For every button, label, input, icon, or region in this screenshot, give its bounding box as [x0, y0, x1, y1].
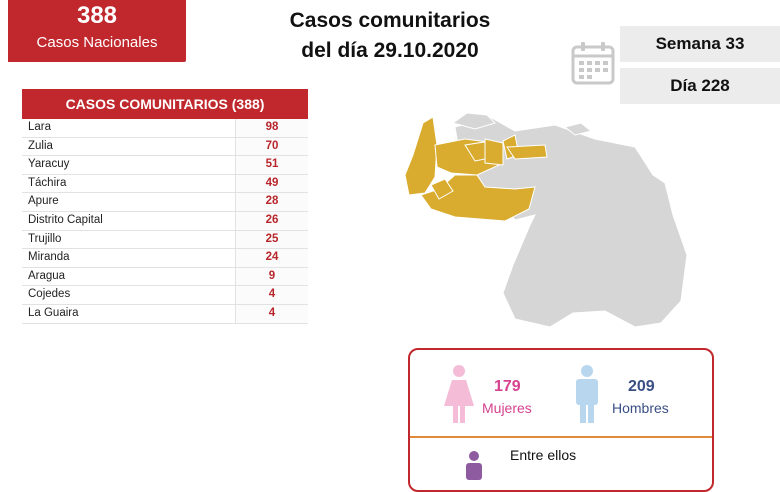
case-count: 28 [235, 193, 308, 211]
case-count: 24 [235, 249, 308, 267]
state-name: Aragua [28, 269, 66, 282]
case-count: 51 [235, 156, 308, 174]
community-cases-table: CASOS COMUNITARIOS (388) Lara 98 Zulia 70 … [22, 89, 308, 324]
week-number: Semana 33 [620, 26, 780, 62]
venezuela-map [404, 112, 688, 328]
female-label: Mujeres [482, 400, 532, 416]
state-name: Miranda [28, 251, 70, 264]
calendar-icon [571, 42, 615, 85]
state-name: Zulia [28, 139, 53, 152]
state-name: La Guaira [28, 306, 79, 319]
page-title: Casos comunitarios del día 29.10.2020 [240, 6, 540, 66]
state-name: Yaracuy [28, 158, 70, 171]
female-count: 179 [494, 378, 521, 395]
state-name: Lara [28, 121, 52, 133]
day-number: Día 228 [620, 68, 780, 104]
table-row: Zulia 70 [22, 137, 308, 157]
case-count: 4 [235, 304, 308, 323]
table-row: Distrito Capital 26 [22, 211, 308, 231]
state-name: Cojedes [28, 288, 71, 301]
panel-divider [410, 436, 712, 438]
gender-breakdown-panel: 179 Mujeres 209 Hombres Entre ellos [408, 348, 714, 492]
national-cases-count: 388 [76, 2, 118, 29]
table-row: Apure 28 [22, 193, 308, 212]
case-count: 25 [235, 230, 308, 249]
map-highlight-region [404, 116, 548, 222]
map-base-region [451, 112, 688, 328]
state-name: Táchira [28, 176, 67, 189]
case-count: 98 [235, 119, 308, 137]
female-icon [444, 365, 474, 423]
table-row: Táchira 49 [22, 174, 308, 194]
state-name: Distrito Capital [28, 213, 103, 226]
table-row: Cojedes 4 [22, 286, 308, 305]
male-icon [576, 365, 598, 423]
national-cases-badge: 388 Casos Nacionales [8, 0, 186, 62]
case-count: 9 [235, 267, 308, 286]
table-row: Yaracuy 51 [22, 156, 308, 175]
table-row: Aragua 9 [22, 267, 308, 287]
case-count: 49 [235, 174, 308, 193]
case-count: 70 [235, 137, 308, 156]
table-row: La Guaira 4 [22, 304, 308, 324]
table-row: Miranda 24 [22, 249, 308, 268]
male-label: Hombres [612, 400, 669, 416]
among-them-label: Entre ellos [510, 447, 577, 463]
case-count: 26 [235, 211, 308, 230]
national-cases-label: Casos Nacionales [36, 34, 158, 51]
state-name: Trujillo [28, 232, 62, 245]
table-header: CASOS COMUNITARIOS (388) [22, 89, 308, 119]
male-count: 209 [628, 378, 655, 395]
table-row: Lara 98 [22, 119, 308, 138]
title-line-2: del día 29.10.2020 [301, 39, 479, 62]
child-icon [466, 451, 482, 480]
table-row: Trujillo 25 [22, 230, 308, 250]
case-count: 4 [235, 286, 308, 304]
state-name: Apure [28, 195, 59, 208]
title-line-1: Casos comunitarios [289, 9, 491, 32]
